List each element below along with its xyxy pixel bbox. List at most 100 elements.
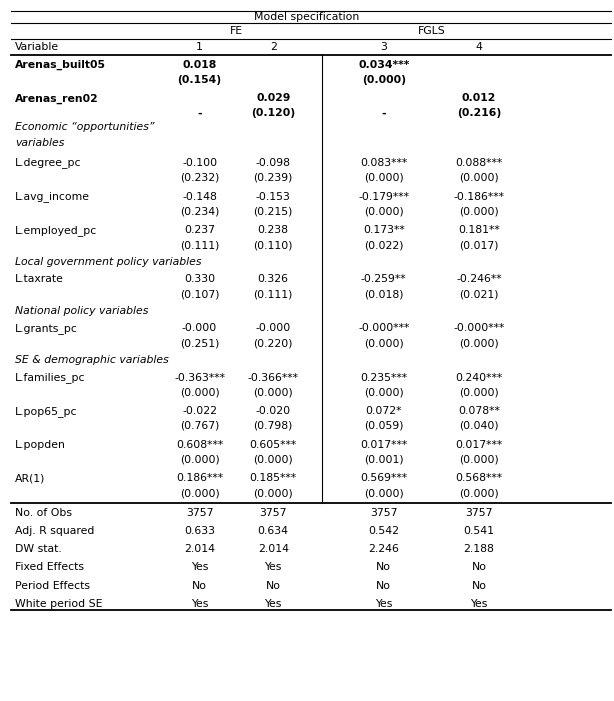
- Text: -0.259**: -0.259**: [361, 274, 406, 285]
- Text: -0.000: -0.000: [182, 323, 217, 334]
- Text: (0.107): (0.107): [180, 290, 219, 299]
- Text: 3757: 3757: [260, 508, 287, 518]
- Text: (0.251): (0.251): [180, 339, 219, 348]
- Text: 0.018: 0.018: [182, 60, 217, 70]
- Text: (0.239): (0.239): [254, 173, 293, 183]
- Text: Yes: Yes: [191, 562, 208, 573]
- Text: (0.001): (0.001): [364, 455, 403, 465]
- Text: 0.017***: 0.017***: [456, 440, 502, 450]
- Text: (0.216): (0.216): [457, 108, 501, 118]
- Text: 3: 3: [380, 42, 387, 52]
- Text: 2: 2: [270, 42, 277, 52]
- Text: Yes: Yes: [375, 599, 392, 609]
- Text: SE & demographic variables: SE & demographic variables: [15, 355, 169, 365]
- Text: 0.605***: 0.605***: [250, 440, 297, 450]
- Text: (0.000): (0.000): [254, 489, 293, 498]
- Text: 4: 4: [475, 42, 483, 52]
- Text: (0.154): (0.154): [177, 74, 222, 85]
- Text: -0.022: -0.022: [182, 406, 217, 416]
- Text: (0.220): (0.220): [254, 339, 293, 348]
- Text: L.popden: L.popden: [15, 440, 66, 450]
- Text: 0.181**: 0.181**: [458, 225, 500, 236]
- Text: (0.000): (0.000): [364, 388, 403, 397]
- Text: 0.088***: 0.088***: [456, 158, 502, 168]
- Text: -0.186***: -0.186***: [453, 191, 505, 202]
- Text: (0.111): (0.111): [254, 290, 293, 299]
- Text: (0.017): (0.017): [459, 240, 499, 250]
- Text: 1: 1: [196, 42, 203, 52]
- Text: -0.148: -0.148: [182, 191, 217, 202]
- Text: FE: FE: [230, 26, 243, 36]
- Text: (0.022): (0.022): [364, 240, 403, 250]
- Text: -0.000***: -0.000***: [358, 323, 410, 334]
- Text: 2.014: 2.014: [184, 544, 215, 554]
- Text: Local government policy variables: Local government policy variables: [15, 257, 202, 267]
- Text: Yes: Yes: [470, 599, 488, 609]
- Text: Yes: Yes: [265, 599, 282, 609]
- Text: (0.000): (0.000): [459, 173, 499, 183]
- Text: 0.633: 0.633: [184, 526, 215, 536]
- Text: 3757: 3757: [186, 508, 213, 518]
- Text: 0.569***: 0.569***: [360, 473, 407, 484]
- Text: 0.326: 0.326: [258, 274, 289, 285]
- Text: L.grants_pc: L.grants_pc: [15, 323, 78, 334]
- Text: -: -: [381, 108, 386, 118]
- Text: -0.366***: -0.366***: [247, 372, 299, 383]
- Text: (0.059): (0.059): [364, 421, 403, 431]
- Text: (0.111): (0.111): [180, 240, 219, 250]
- Text: 0.568***: 0.568***: [456, 473, 502, 484]
- Text: 2.246: 2.246: [368, 544, 399, 554]
- Text: No. of Obs: No. of Obs: [15, 508, 72, 518]
- Text: L.employed_pc: L.employed_pc: [15, 225, 98, 236]
- Text: Period Effects: Period Effects: [15, 580, 90, 591]
- Text: -0.246**: -0.246**: [456, 274, 502, 285]
- Text: (0.000): (0.000): [364, 489, 403, 498]
- Text: 0.012: 0.012: [462, 93, 496, 104]
- Text: (0.021): (0.021): [459, 290, 499, 299]
- Text: L.families_pc: L.families_pc: [15, 372, 86, 383]
- Text: (0.232): (0.232): [180, 173, 219, 183]
- Text: Yes: Yes: [191, 599, 208, 609]
- Text: 0.541: 0.541: [464, 526, 494, 536]
- Text: -0.100: -0.100: [182, 158, 217, 168]
- Text: 0.034***: 0.034***: [358, 60, 410, 70]
- Text: 0.185***: 0.185***: [250, 473, 297, 484]
- Text: Model specification: Model specification: [254, 12, 360, 22]
- Text: AR(1): AR(1): [15, 473, 45, 484]
- Text: (0.040): (0.040): [459, 421, 499, 431]
- Text: (0.110): (0.110): [254, 240, 293, 250]
- Text: 0.634: 0.634: [258, 526, 289, 536]
- Text: 0.072*: 0.072*: [365, 406, 402, 416]
- Text: (0.000): (0.000): [459, 455, 499, 465]
- Text: 0.542: 0.542: [368, 526, 399, 536]
- Text: (0.000): (0.000): [180, 489, 219, 498]
- Text: Arenas_ren02: Arenas_ren02: [15, 93, 99, 104]
- Text: National policy variables: National policy variables: [15, 306, 149, 316]
- Text: Adj. R squared: Adj. R squared: [15, 526, 95, 536]
- Text: (0.234): (0.234): [180, 207, 219, 217]
- Text: 0.238: 0.238: [258, 225, 289, 236]
- Text: (0.000): (0.000): [364, 173, 403, 183]
- Text: 0.173**: 0.173**: [363, 225, 405, 236]
- Text: FGLS: FGLS: [418, 26, 445, 36]
- Text: 0.083***: 0.083***: [360, 158, 407, 168]
- Text: (0.000): (0.000): [362, 74, 406, 85]
- Text: L.degree_pc: L.degree_pc: [15, 158, 82, 168]
- Text: 0.237: 0.237: [184, 225, 215, 236]
- Text: (0.120): (0.120): [251, 108, 295, 118]
- Text: No: No: [266, 580, 281, 591]
- Text: 0.240***: 0.240***: [456, 372, 502, 383]
- Text: (0.000): (0.000): [459, 489, 499, 498]
- Text: White period SE: White period SE: [15, 599, 103, 609]
- Text: (0.000): (0.000): [364, 339, 403, 348]
- Text: -0.098: -0.098: [255, 158, 291, 168]
- Text: (0.000): (0.000): [180, 455, 219, 465]
- Text: (0.000): (0.000): [459, 388, 499, 397]
- Text: Economic “opportunities”: Economic “opportunities”: [15, 122, 155, 132]
- Text: 3757: 3757: [465, 508, 492, 518]
- Text: (0.000): (0.000): [254, 388, 293, 397]
- Text: (0.000): (0.000): [459, 207, 499, 217]
- Text: -0.363***: -0.363***: [174, 372, 225, 383]
- Text: (0.000): (0.000): [364, 207, 403, 217]
- Text: (0.798): (0.798): [254, 421, 293, 431]
